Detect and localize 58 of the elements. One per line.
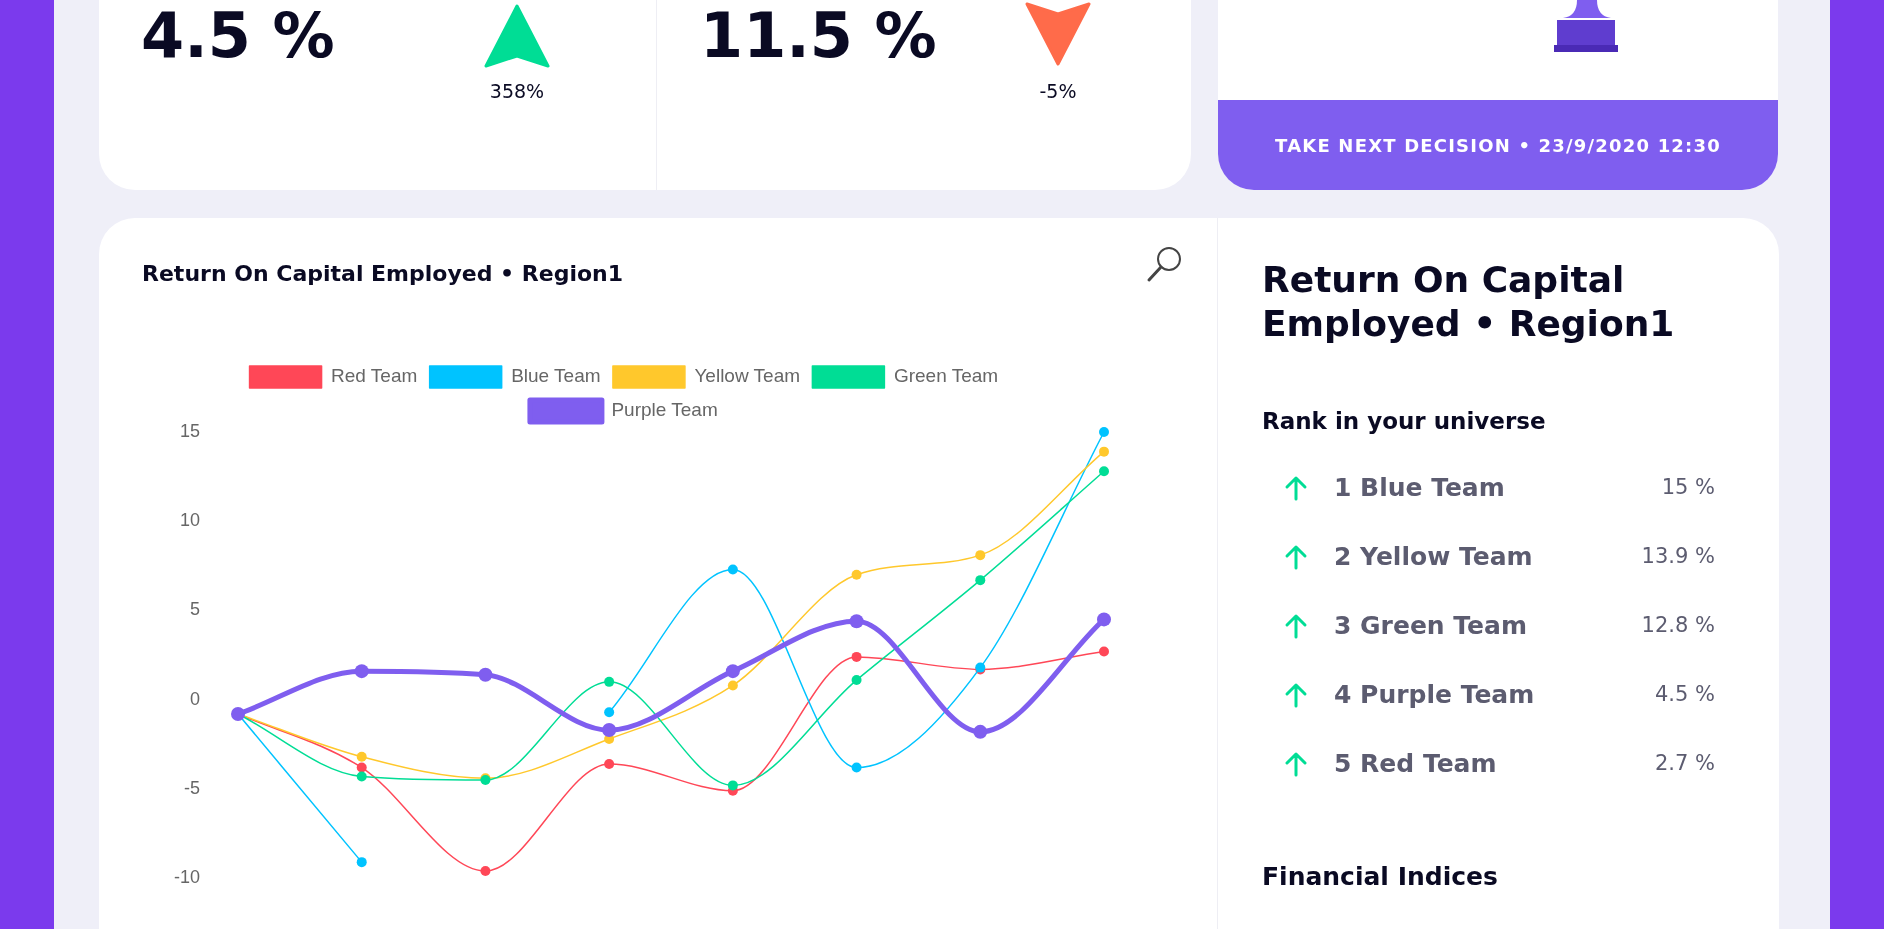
point	[1097, 612, 1111, 627]
point	[356, 751, 367, 762]
text: 11.5 %	[700, 0, 937, 72]
text: Rank in your universe	[1262, 408, 1546, 434]
category-label: 2 Yellow Team	[1334, 542, 1533, 571]
y-tick-label: 15	[179, 420, 201, 441]
point	[973, 724, 988, 739]
point	[727, 680, 738, 691]
text: 4.5 %	[1654, 682, 1715, 706]
point	[1099, 646, 1109, 657]
text: Financial Indices	[1262, 862, 1498, 891]
point	[604, 707, 615, 718]
legend-label: Red Team	[331, 365, 418, 387]
point	[727, 780, 738, 791]
text: -5%	[1038, 80, 1078, 102]
category-label: 3 Green Team	[1334, 611, 1527, 640]
legend-label: Blue Team	[511, 365, 601, 387]
text: 2.7 %	[1654, 751, 1715, 775]
point	[604, 676, 615, 687]
point	[478, 667, 493, 682]
point	[356, 762, 367, 773]
text: 15 %	[1661, 475, 1715, 499]
point	[354, 664, 369, 679]
point	[975, 575, 986, 586]
y-tick-label: 10	[179, 510, 201, 531]
y-tick-label: -10	[174, 867, 201, 888]
point	[851, 569, 862, 580]
legend-label: Yellow Team	[694, 365, 801, 387]
point	[727, 564, 738, 575]
text: 358%	[488, 80, 546, 102]
text: 13.9 %	[1641, 544, 1715, 568]
chart-title: Return On Capital Employed • Region1	[142, 261, 624, 286]
y-tick-label: 5	[190, 599, 201, 620]
text: Return On Capital Employed • Region1	[1262, 258, 1676, 346]
point	[1099, 466, 1109, 477]
point	[356, 857, 367, 868]
point	[849, 614, 864, 629]
text: TAKE NEXT DECISION • 23/9/2020 12:30	[1218, 100, 1778, 190]
y-tick-label: 0	[190, 688, 201, 709]
point	[975, 550, 986, 561]
point	[725, 664, 740, 679]
point	[602, 723, 617, 738]
category-label: 1 Blue Team	[1334, 473, 1505, 502]
point	[1099, 446, 1109, 457]
point	[851, 675, 862, 686]
legend-label: Green Team	[893, 365, 999, 387]
legend-label: Purple Team	[611, 399, 718, 421]
text: 4.5 %	[141, 0, 335, 72]
category-label: 5 Red Team	[1334, 749, 1497, 778]
point	[356, 771, 367, 782]
point	[851, 762, 862, 773]
point	[851, 651, 862, 662]
point	[604, 758, 615, 769]
point	[1099, 427, 1109, 437]
y-tick-label: -5	[184, 777, 201, 798]
point	[480, 866, 491, 877]
text: 12.8 %	[1641, 613, 1715, 637]
category-label: 4 Purple Team	[1334, 680, 1535, 709]
